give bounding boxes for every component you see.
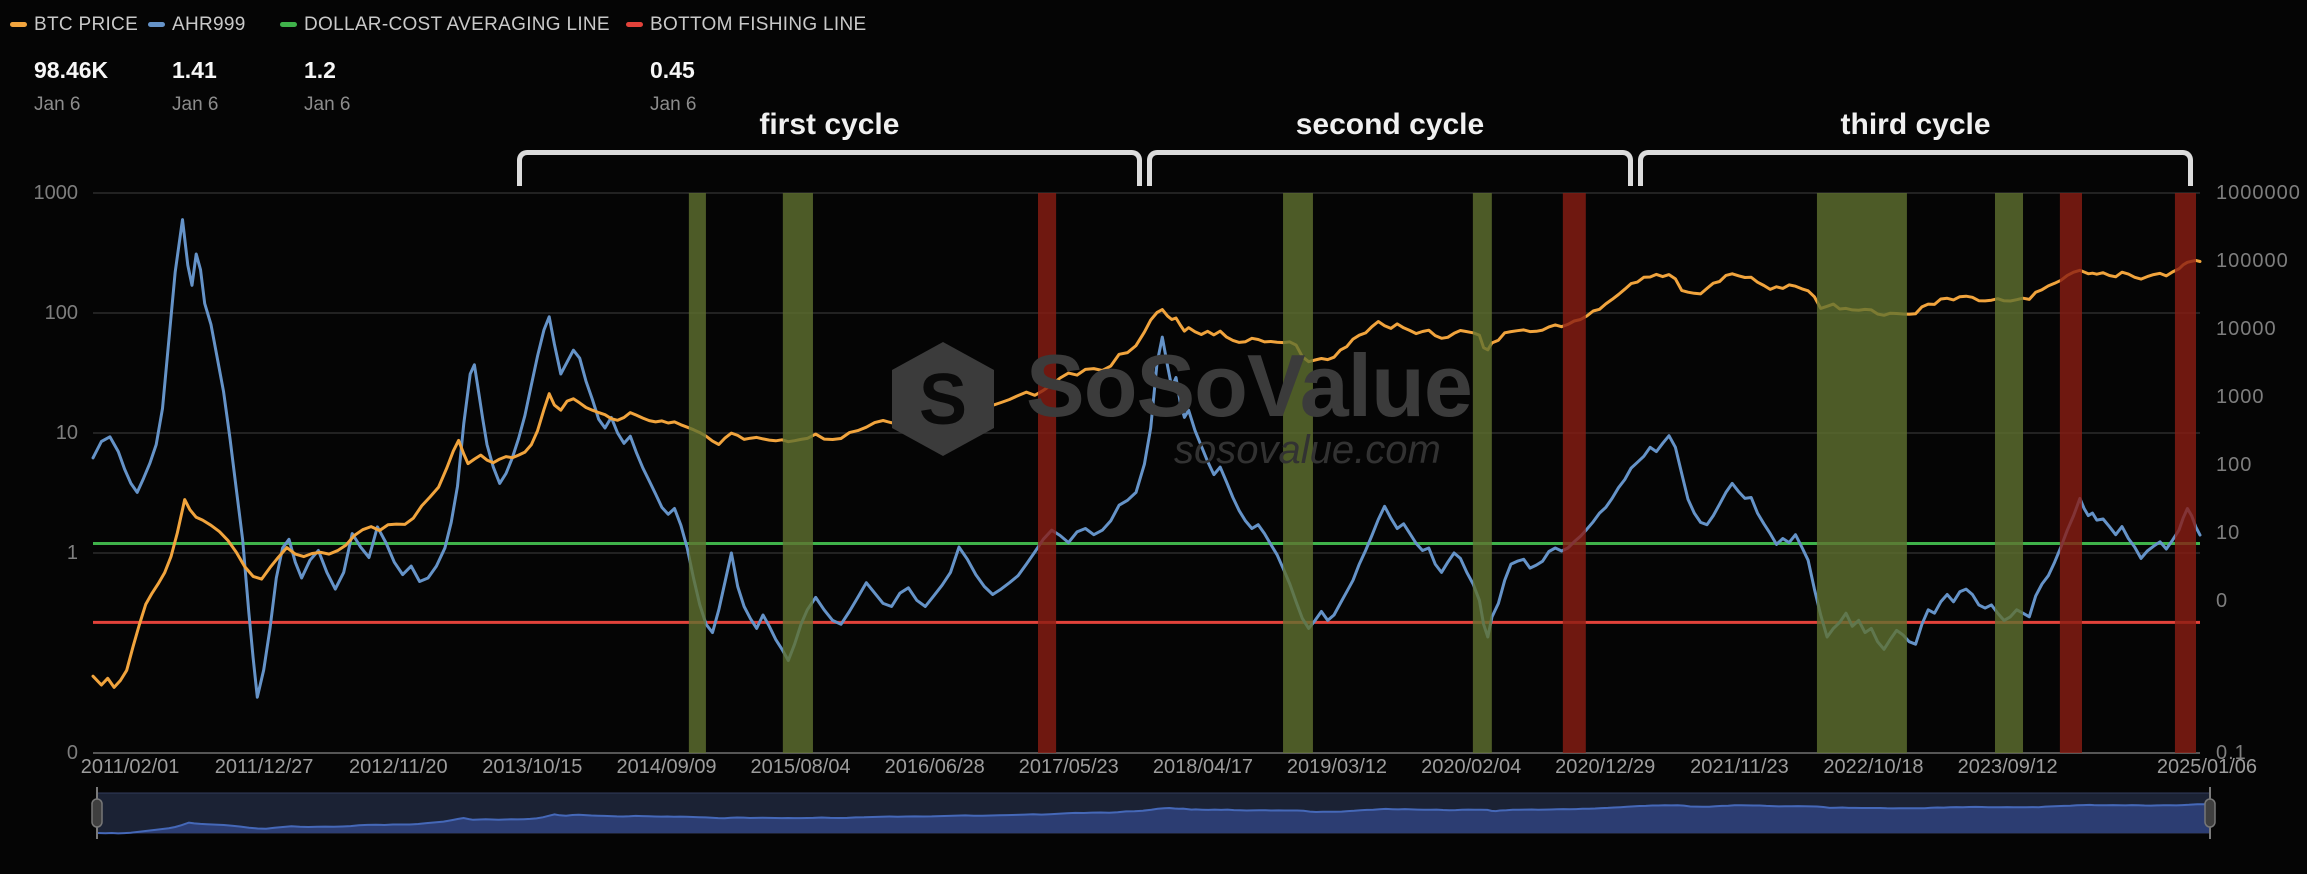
- sell-zone-band: [2059, 193, 2083, 753]
- y-axis-right-label: 0: [2216, 590, 2229, 612]
- ahr999-value: 1.41: [172, 57, 217, 83]
- x-axis-label: 2018/04/17: [1152, 756, 1254, 778]
- first-cycle-bracket: [516, 150, 1142, 186]
- right-navigator-handle[interactable]: [2204, 798, 2216, 828]
- y-axis-right-label: 10000: [2216, 318, 2277, 340]
- x-axis-label: 2020/02/04: [1421, 756, 1522, 778]
- y-axis-right-label: 0.1: [2216, 742, 2247, 764]
- x-axis-label: 2020/12/29: [1555, 756, 1656, 778]
- second-cycle-bracket: [1146, 150, 1633, 186]
- x-axis-label: 2012/11/20: [348, 756, 448, 778]
- y-axis-left-label: 10: [55, 422, 78, 444]
- y-axis-right-label: 100: [2216, 454, 2253, 476]
- btc-price-legend-dash: [10, 22, 27, 27]
- ahr999-legend-dash: [148, 22, 165, 27]
- y-axis-left-label: 100: [44, 302, 78, 324]
- y-axis-right-label: 100000: [2216, 250, 2289, 272]
- buy-zone-band: [1816, 193, 1907, 753]
- first-cycle-label: first cycle: [759, 108, 900, 141]
- y-axis-right-label: 10: [2216, 522, 2241, 544]
- x-axis-label: 2019/03/12: [1286, 756, 1388, 778]
- x-axis-label: 2013/10/15: [482, 756, 583, 778]
- sell-zone-band: [2174, 193, 2196, 753]
- x-axis-label: 2023/09/12: [1957, 756, 2058, 778]
- buy-zone-band: [1994, 193, 2024, 753]
- bottom-fishing-date: Jan 6: [650, 94, 697, 115]
- navigator-area: [97, 804, 2210, 834]
- third-cycle-label: third cycle: [1840, 108, 1991, 141]
- ahr999-date: Jan 6: [172, 94, 219, 115]
- x-axis-label: 2021/11/23: [1690, 756, 1789, 778]
- legend-label: BOTTOM FISHING LINE: [650, 14, 867, 35]
- bottom-fishing-legend-dash: [626, 22, 643, 27]
- bottom-fishing-value: 0.45: [650, 57, 695, 83]
- y-axis-left-label: 1000: [33, 182, 79, 204]
- buy-zone-band: [782, 193, 813, 753]
- buy-zone-band: [1472, 193, 1492, 753]
- legend-item-bottom-fishing-line[interactable]: BOTTOM FISHING LINE 0.45 Jan 6: [626, 14, 866, 115]
- y-axis-right-label: 1000: [2216, 386, 2265, 408]
- y-axis-right-label: 1000000: [2216, 182, 2301, 204]
- x-axis-label: 2016/06/28: [884, 756, 985, 778]
- x-axis-label: 2011/02/01: [80, 756, 180, 778]
- buy-zone-band: [1283, 193, 1313, 753]
- sell-zone-band: [1562, 193, 1586, 753]
- y-axis-left-label: 0: [66, 742, 78, 764]
- dca-line-value: 1.2: [304, 57, 336, 83]
- x-axis-label: 2017/05/23: [1018, 756, 1119, 778]
- left-navigator-handle[interactable]: [91, 798, 103, 828]
- third-cycle-bracket: [1638, 150, 2194, 186]
- legend-label: BTC PRICE: [34, 14, 139, 35]
- y-axis-left-label: 1: [66, 542, 78, 564]
- sell-zone-band: [1037, 193, 1057, 753]
- legend-item-btc-price[interactable]: BTC PRICE 98.46K Jan 6: [10, 14, 138, 115]
- x-axis-label: 2011/12/27: [214, 756, 314, 778]
- dca-line-legend-dash: [280, 22, 297, 27]
- buy-zone-band: [688, 193, 706, 753]
- btc-price-date: Jan 6: [34, 94, 81, 115]
- legend-label: AHR999: [172, 14, 246, 35]
- navigator-line: [96, 803, 2211, 835]
- legend-label: DOLLAR-COST AVERAGING LINE: [304, 14, 610, 35]
- x-axis-label: 2014/09/09: [616, 756, 717, 778]
- x-axis-label: 2025/01/06: [2156, 756, 2258, 778]
- legend-item-ahr999[interactable]: AHR999 1.41 Jan 6: [148, 14, 246, 115]
- legend-item-dca-line[interactable]: DOLLAR-COST AVERAGING LINE 1.2 Jan 6: [280, 14, 610, 115]
- dca-line-date: Jan 6: [304, 94, 351, 115]
- second-cycle-label: second cycle: [1295, 108, 1485, 141]
- btc-price-value: 98.46K: [34, 57, 109, 83]
- x-axis-label: 2015/08/04: [750, 756, 851, 778]
- x-axis-label: 2022/10/18: [1823, 756, 1924, 778]
